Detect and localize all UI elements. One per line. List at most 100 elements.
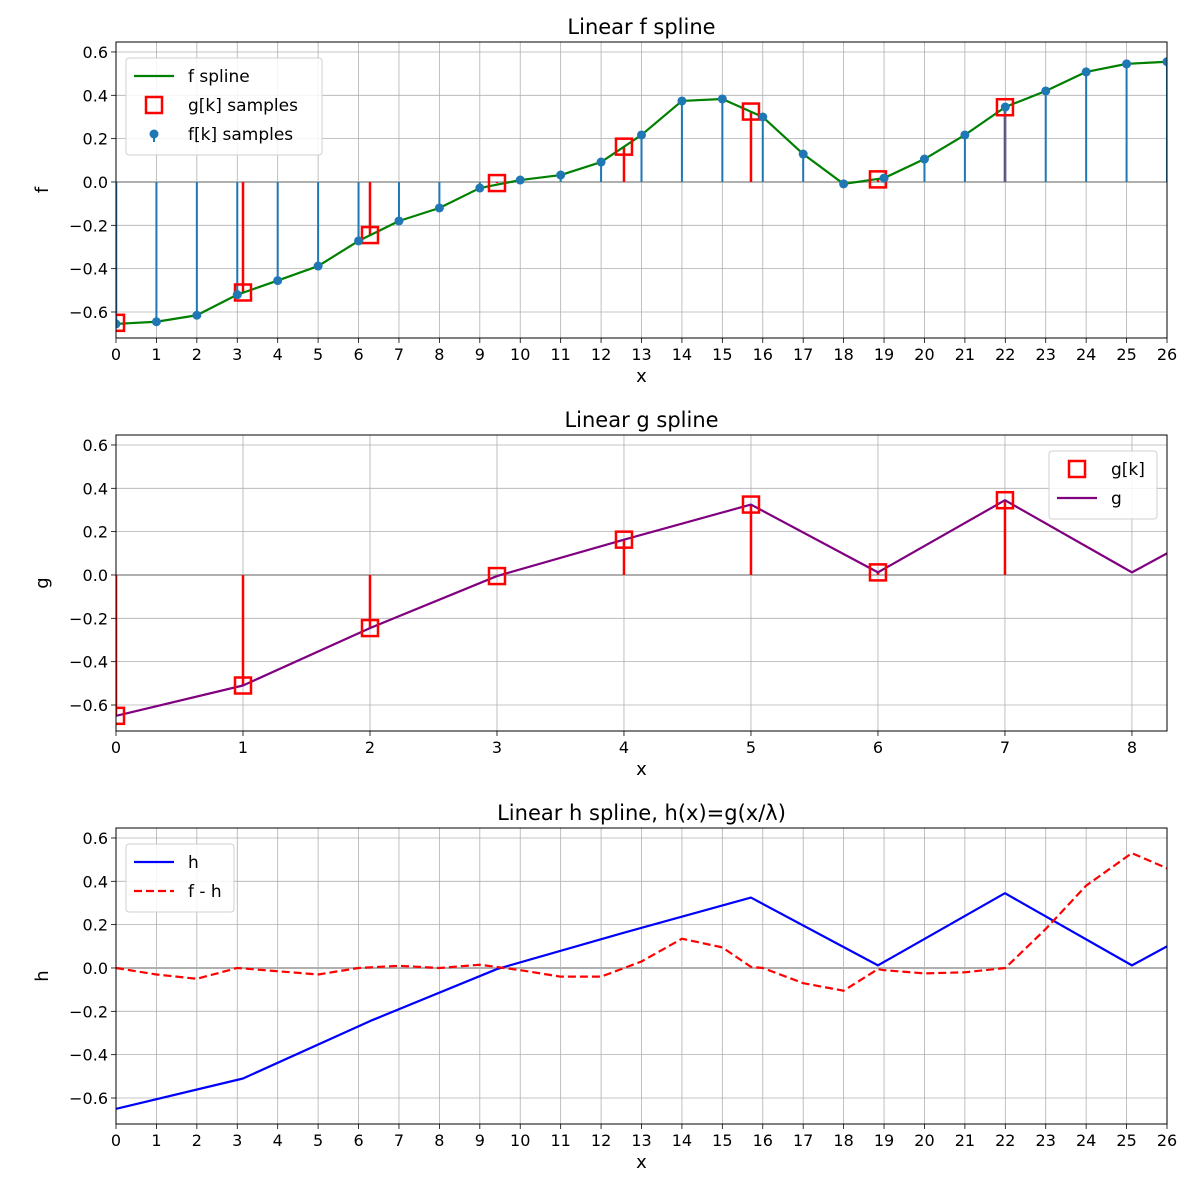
x-tick-label: 8: [1127, 738, 1137, 757]
x-tick-label: 1: [151, 1131, 161, 1150]
x-tick-label: 6: [353, 1131, 363, 1150]
x-tick-label: 2: [192, 1131, 202, 1150]
x-tick-label: 20: [914, 1131, 934, 1150]
data-point: [1162, 57, 1167, 67]
y-tick-label: −0.4: [69, 653, 108, 672]
axes-frame: [115, 41, 1168, 339]
chart-title: Linear g spline: [564, 408, 718, 432]
x-tick-label: 26: [1157, 1131, 1177, 1150]
x-tick-label: 7: [394, 1131, 404, 1150]
x-tick-label: 7: [1000, 738, 1010, 757]
x-tick-label: 17: [793, 1131, 813, 1150]
legend: g[k] g: [1048, 450, 1158, 520]
data-point: [556, 170, 566, 180]
data-point: [798, 149, 808, 159]
x-tick-label: 0: [111, 738, 121, 757]
data-point: [232, 290, 242, 300]
x-tick-label: 5: [746, 738, 756, 757]
chart-title: Linear f spline: [567, 15, 715, 39]
data-point-square: [233, 676, 253, 695]
data-point: [596, 157, 606, 167]
legend-dot-swatch: [149, 129, 159, 139]
x-tick-label: 10: [510, 345, 530, 364]
data-point: [515, 175, 525, 185]
y-tick-label: 0.6: [83, 436, 108, 455]
data-point: [839, 179, 849, 189]
data-point: [677, 96, 687, 106]
x-tick-label: 15: [712, 345, 732, 364]
x-tick-label: 18: [833, 345, 853, 364]
series-line-g: [116, 499, 1167, 717]
y-tick-label: −0.4: [69, 1046, 108, 1065]
data-point-square: [614, 137, 634, 156]
y-tick-label: 0.2: [83, 130, 108, 149]
data-point-square: [487, 173, 507, 193]
x-tick-label: 12: [591, 1131, 611, 1150]
plot-area: [116, 57, 1167, 333]
chart-title: Linear h spline, h(x)=g(x/λ): [497, 801, 786, 825]
data-point: [475, 183, 485, 193]
legend-item: h: [134, 853, 199, 873]
legend-label: g[k] samples: [188, 96, 298, 116]
x-axis-label: x: [636, 759, 647, 780]
x-tick-label: 19: [874, 345, 894, 364]
x-tick-label: 6: [353, 345, 363, 364]
x-tick-label: 21: [955, 345, 975, 364]
plot-area: [116, 852, 1167, 1110]
legend-item: f spline: [134, 67, 250, 87]
y-tick-label: 0.4: [83, 479, 108, 498]
legend-item: g: [1057, 489, 1122, 509]
legend-label: f spline: [188, 67, 250, 87]
x-tick-label: 25: [1116, 345, 1136, 364]
x-tick-label: 5: [313, 1131, 323, 1150]
data-point-square: [116, 706, 126, 726]
data-point: [151, 317, 161, 327]
legend-item: g[k] samples: [144, 95, 298, 116]
y-tick-label: 0.6: [83, 829, 108, 848]
data-point-square: [487, 566, 507, 586]
data-point-square: [360, 225, 380, 245]
data-point-square: [741, 102, 761, 121]
y-tick-label: 0.0: [83, 173, 108, 192]
y-tick-label: −0.6: [69, 303, 108, 322]
x-tick-label: 1: [238, 738, 248, 757]
data-point-square: [614, 530, 634, 549]
y-tick-label: 0.2: [83, 523, 108, 542]
y-tick-label: −0.4: [69, 260, 108, 279]
y-tick-label: −0.2: [69, 609, 108, 628]
x-tick-label: 8: [434, 345, 444, 364]
plot-area: [116, 490, 1167, 726]
x-tick-label: 26: [1157, 345, 1177, 364]
x-tick-label: 16: [753, 345, 773, 364]
legend-label: h: [188, 853, 199, 873]
series-line-h: [116, 892, 1167, 1110]
subplot-1: 0 1 2 3 4 5 6 7 8 9 10 11 12 13 14 15 16 17 18 19 20 21 22 23 24…: [32, 15, 1177, 387]
x-tick-label: 9: [475, 1131, 485, 1150]
x-tick-label: 20: [914, 345, 934, 364]
x-tick-label: 23: [1036, 345, 1056, 364]
series-line-f-h: [116, 852, 1167, 992]
x-axis-label: x: [636, 366, 647, 387]
data-point-square: [741, 495, 761, 514]
data-point: [394, 216, 404, 226]
y-tick-label: 0.4: [83, 86, 108, 105]
x-tick-label: 22: [995, 1131, 1015, 1150]
x-tick-label: 10: [510, 1131, 530, 1150]
y-tick-label: 0.6: [83, 43, 108, 62]
y-tick-label: −0.2: [69, 1002, 108, 1021]
x-tick-label: 21: [955, 1131, 975, 1150]
x-tick-label: 3: [492, 738, 502, 757]
data-point-square: [995, 490, 1015, 510]
x-tick-label: 5: [313, 345, 323, 364]
data-point: [313, 261, 323, 271]
x-tick-label: 3: [232, 345, 242, 364]
x-tick-label: 19: [874, 1131, 894, 1150]
x-tick-label: 0: [111, 345, 121, 364]
x-tick-label: 0: [111, 1131, 121, 1150]
x-tick-label: 9: [475, 345, 485, 364]
x-axis-label: x: [636, 1152, 647, 1173]
x-tick-label: 7: [394, 345, 404, 364]
data-point: [637, 130, 646, 140]
data-point: [192, 310, 202, 320]
legend-label: f[k] samples: [188, 125, 293, 145]
